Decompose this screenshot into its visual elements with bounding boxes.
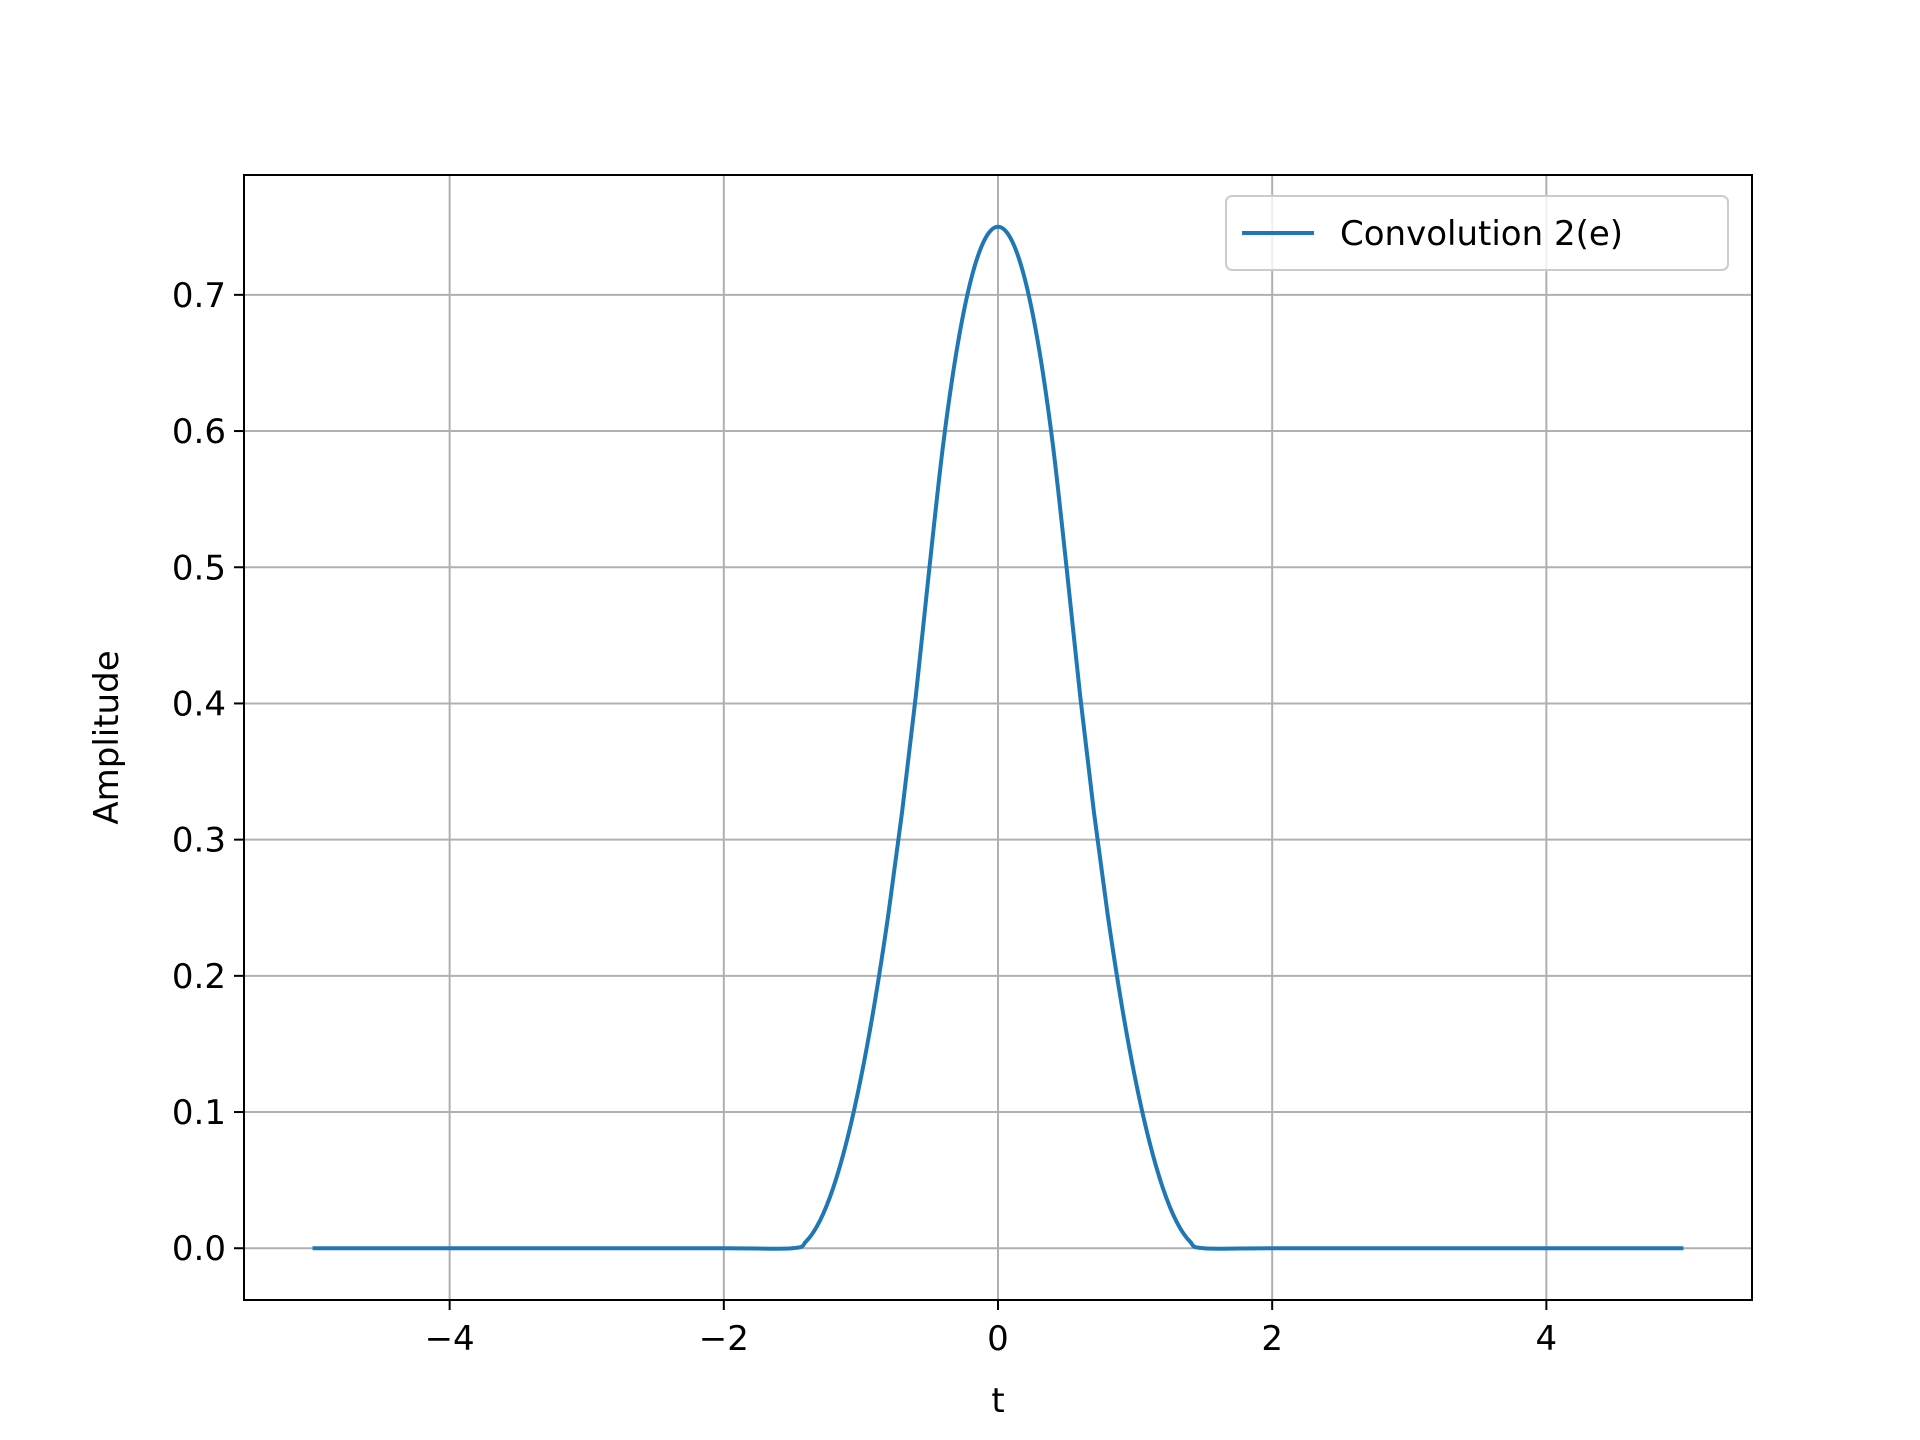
y-tick-label: 0.0 [172,1229,226,1269]
x-tick-label: 0 [987,1319,1009,1359]
y-tick-label: 0.1 [172,1093,226,1133]
axis-ticks: −4 −2 0 2 4 0.0 0.1 0.2 0.3 0.4 0.5 0.6 0.7 [172,276,1557,1359]
y-tick-label: 0.7 [172,276,226,316]
y-tick-label: 0.4 [172,684,226,724]
legend-entry-label: Convolution 2(e) [1340,214,1623,254]
y-axis-label: Amplitude [87,650,127,824]
legend: Convolution 2(e) [1225,195,1729,271]
x-axis-label: t [991,1381,1004,1421]
x-tick-label: 2 [1261,1319,1283,1359]
x-tick-label: −2 [699,1319,749,1359]
grid [244,175,1752,1300]
x-tick-label: −4 [425,1319,475,1359]
y-tick-label: 0.2 [172,957,226,997]
y-tick-label: 0.6 [172,412,226,452]
y-tick-label: 0.5 [172,548,226,588]
legend-box [1225,195,1729,271]
plot-series [312,224,1684,1251]
x-tick-label: 4 [1536,1319,1558,1359]
series-line-0 [312,224,1684,1251]
y-tick-label: 0.3 [172,821,226,861]
